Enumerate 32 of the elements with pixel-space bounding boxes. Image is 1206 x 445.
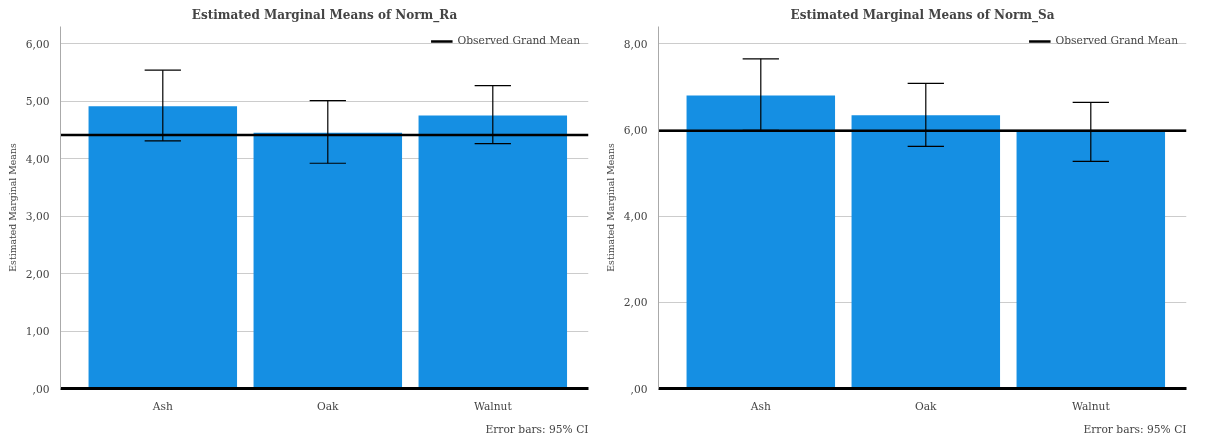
x-tick-label: Walnut — [1071, 399, 1111, 413]
x-tick-label: Oak — [317, 399, 340, 413]
text: Error bars: 95% CI — [1083, 422, 1187, 436]
y-tick-label: 6,00 — [25, 37, 50, 51]
x-tick-label: Ash — [749, 399, 771, 413]
bar — [418, 115, 568, 389]
chart-title: Estimated Marginal Means of Norm_Ra — [191, 7, 458, 23]
bar — [686, 95, 836, 389]
y-tick-label: 8,00 — [623, 37, 648, 51]
y-tick-label: 2,00 — [25, 267, 50, 281]
chart-title: Estimated Marginal Means of Norm_Sa — [790, 7, 1055, 23]
y-tick-label: 3,00 — [25, 210, 50, 224]
y-tick-label: 2,00 — [623, 296, 648, 310]
y-tick-label: 4,00 — [25, 152, 50, 166]
y-tick-label: 1,00 — [25, 325, 50, 339]
bar — [253, 132, 403, 389]
y-tick-label: ,00 — [32, 382, 50, 396]
x-tick-label: Ash — [151, 399, 173, 413]
y-tick-label: 6,00 — [623, 123, 648, 137]
y-tick-label: 4,00 — [623, 210, 648, 224]
y-tick-label: 5,00 — [25, 95, 50, 109]
x-tick-label: Oak — [915, 399, 938, 413]
y-tick-label: ,00 — [630, 382, 648, 396]
bar — [88, 106, 238, 389]
legend-label: Observed Grand Mean — [457, 34, 580, 47]
text: Error bars: 95% CI — [485, 422, 589, 436]
legend-label: Observed Grand Mean — [1055, 34, 1178, 47]
y-axis-title: Estimated Marginal Means — [6, 143, 18, 272]
bar — [851, 115, 1001, 389]
y-axis-title: Estimated Marginal Means — [604, 143, 616, 272]
bar — [1016, 131, 1166, 389]
x-tick-label: Walnut — [473, 399, 513, 413]
